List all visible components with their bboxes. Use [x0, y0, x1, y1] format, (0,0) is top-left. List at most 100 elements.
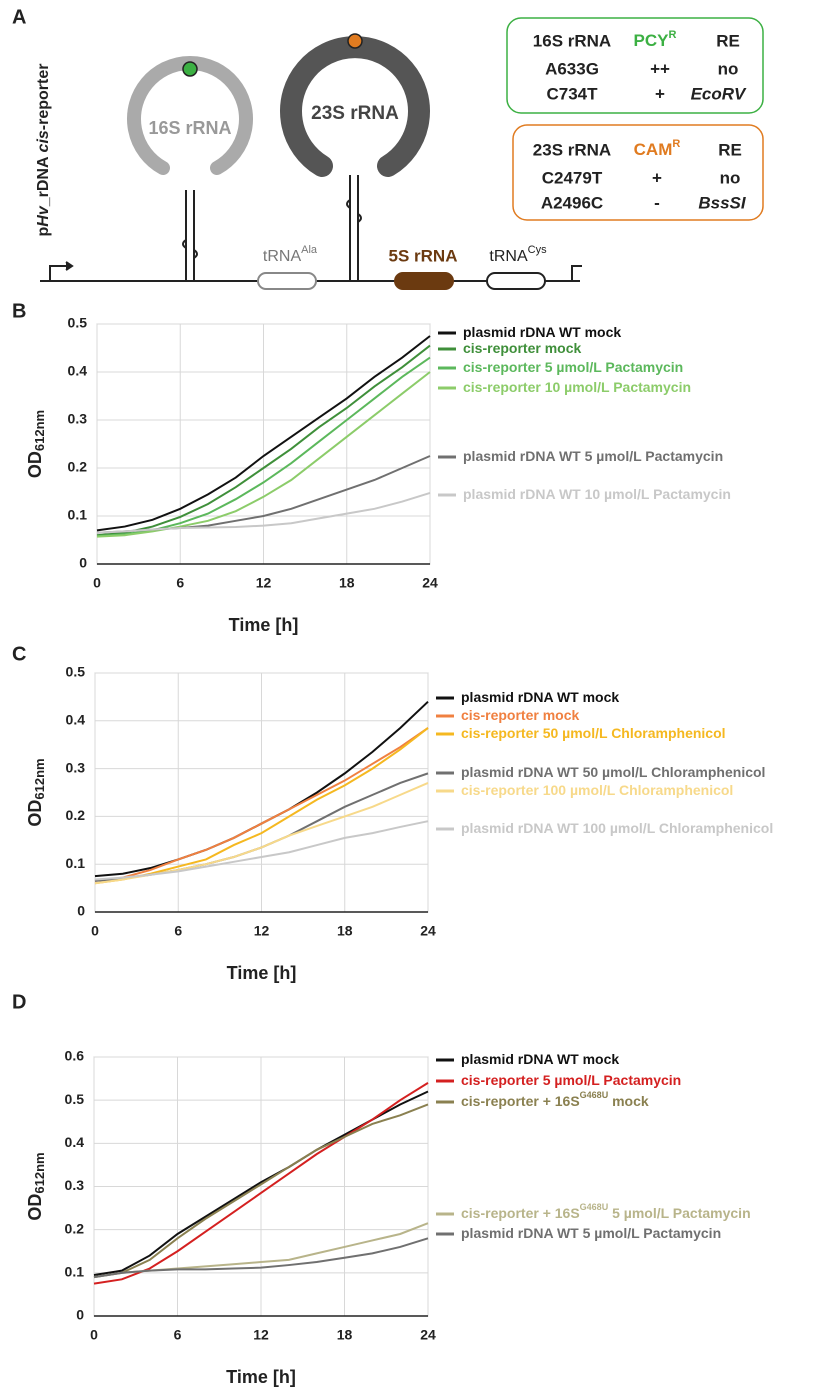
label-part: Ala	[301, 244, 318, 256]
legend-label: cis-reporter + 16SG468U 5 µmol/L Pactamy…	[461, 1202, 751, 1220]
table-cell: C734T	[546, 84, 598, 103]
label-part: CAM	[634, 140, 673, 159]
x-tick-label: 6	[174, 923, 182, 939]
x-axis-title: Time [h]	[229, 615, 299, 635]
x-axis-title: Time [h]	[227, 963, 297, 983]
label-part: R	[669, 29, 677, 41]
label-part: PCY	[634, 31, 670, 50]
legend-label: plasmid rDNA WT 10 µmol/L Pactamycin	[463, 486, 731, 502]
legend-name: cis-reporter 5 µmol/L Pactamycin	[461, 1072, 681, 1088]
table-cell: A2496C	[541, 193, 603, 212]
y-axis-title: OD612nm	[25, 758, 48, 826]
legend-label: plasmid rDNA WT 100 µmol/L Chloramphenic…	[461, 820, 773, 836]
label-part: OD	[25, 1194, 45, 1221]
rrna-23s-label: 23S rRNA	[311, 103, 399, 124]
label-part: OD	[25, 800, 45, 827]
label-part: p	[35, 226, 52, 236]
legend-label: cis-reporter 5 µmol/L Pactamycin	[463, 359, 683, 375]
legend-label: plasmid rDNA WT mock	[461, 1051, 619, 1067]
legend-superscript: G468U	[580, 1090, 609, 1100]
x-tick-label: 12	[253, 1327, 269, 1343]
y-tick-label: 0.2	[65, 1220, 85, 1236]
legend-name: cis-reporter + 16S	[461, 1093, 580, 1109]
y-tick-label: 0.4	[65, 1134, 85, 1150]
legend-name: cis-reporter 5 µmol/L Pactamycin	[463, 359, 683, 375]
x-tick-label: 12	[256, 575, 272, 591]
table-header: 16S rRNA	[533, 31, 611, 50]
x-tick-label: 18	[339, 575, 355, 591]
panel-label: A	[12, 6, 26, 28]
table-cell: no	[718, 59, 739, 78]
legend-name: cis-reporter 50 µmol/L Chloramphenicol	[461, 725, 726, 741]
legend-name: plasmid rDNA WT mock	[461, 1051, 619, 1067]
x-tick-label: 0	[93, 575, 101, 591]
legend-label: cis-reporter + 16SG468U mock	[461, 1090, 649, 1108]
y-tick-label: 0.3	[65, 1177, 85, 1193]
rrna-16s-label: 16S rRNA	[148, 118, 231, 138]
legend-name: plasmid rDNA WT 5 µmol/L Pactamycin	[463, 448, 723, 464]
table-cell: -	[654, 193, 660, 212]
x-axis-title: Time [h]	[226, 1367, 296, 1387]
label-part: -reporter	[35, 64, 52, 131]
label-part: Hv	[35, 205, 52, 227]
y-tick-label: 0.6	[65, 1048, 85, 1064]
table-header: 23S rRNA	[533, 140, 611, 159]
y-tick-label: 0.1	[66, 855, 86, 871]
y-axis-title: OD612nm	[25, 1152, 48, 1220]
x-tick-label: 12	[254, 923, 270, 939]
label-part: 612nm	[32, 410, 47, 451]
x-tick-label: 24	[422, 575, 438, 591]
table-header: RE	[716, 31, 740, 50]
label-part: cis	[35, 130, 52, 152]
panel-label: C	[12, 643, 26, 665]
legend-name: cis-reporter 10 µmol/L Pactamycin	[463, 379, 691, 395]
x-tick-label: 6	[174, 1327, 182, 1343]
table-header: RE	[718, 140, 742, 159]
legend-label: cis-reporter mock	[463, 340, 581, 356]
legend-label: cis-reporter 5 µmol/L Pactamycin	[461, 1072, 681, 1088]
y-tick-label: 0.2	[68, 459, 88, 475]
y-tick-label: 0.4	[68, 363, 88, 379]
table-header: PCYR	[634, 29, 677, 51]
legend-label: plasmid rDNA WT 50 µmol/L Chloramphenico…	[461, 764, 765, 780]
y-tick-label: 0.1	[68, 507, 88, 523]
legend-name: plasmid rDNA WT 5 µmol/L Pactamycin	[461, 1225, 721, 1241]
x-tick-label: 0	[90, 1327, 98, 1343]
legend-name: cis-reporter mock	[463, 340, 581, 356]
construct-label: pHv_rDNA cis-reporter	[35, 64, 52, 237]
figure: A pHv_rDNA cis-reporter 16S rRNA 23S rRNA…	[0, 0, 836, 1389]
table-cell: no	[720, 168, 741, 187]
y-tick-label: 0.3	[68, 411, 88, 427]
resistance-table: 16S rRNA PCYR RE A633G ++ no C734T + Eco…	[533, 29, 747, 213]
x-tick-label: 0	[91, 923, 99, 939]
trna-cys-label: tRNACys	[489, 244, 547, 265]
y-tick-label: 0.4	[66, 712, 86, 728]
y-tick-label: 0.3	[66, 759, 86, 775]
label-part: Cys	[528, 244, 547, 256]
rrna-5s-label: 5S rRNA	[389, 246, 458, 265]
legend-name: cis-reporter mock	[461, 707, 579, 723]
legend-label: cis-reporter mock	[461, 707, 579, 723]
legend-label: plasmid rDNA WT 5 µmol/L Pactamycin	[463, 448, 723, 464]
y-tick-label: 0.2	[66, 807, 86, 823]
legend-name: plasmid rDNA WT 50 µmol/L Chloramphenico…	[461, 764, 765, 780]
panel-label: B	[12, 300, 26, 322]
table-cell: ++	[650, 59, 670, 78]
label-part: 612nm	[32, 758, 47, 799]
table-cell: EcoRV	[691, 84, 747, 103]
legend-name: plasmid rDNA WT 100 µmol/L Chloramphenic…	[461, 820, 773, 836]
label-part: tRNA	[263, 248, 302, 265]
y-tick-label: 0.5	[66, 664, 86, 680]
legend-suffix: mock	[608, 1093, 649, 1109]
x-tick-label: 18	[337, 1327, 353, 1343]
legend-label: cis-reporter 50 µmol/L Chloramphenicol	[461, 725, 726, 741]
legend-name: plasmid rDNA WT mock	[463, 324, 621, 340]
table-cell: C2479T	[542, 168, 603, 187]
legend-label: cis-reporter 10 µmol/L Pactamycin	[463, 379, 691, 395]
table-cell: +	[655, 84, 665, 103]
y-tick-label: 0	[77, 903, 85, 919]
label-part: _rDNA	[35, 156, 52, 207]
chart: D00.10.20.30.40.50.606121824Time [h]OD61…	[12, 991, 751, 1386]
